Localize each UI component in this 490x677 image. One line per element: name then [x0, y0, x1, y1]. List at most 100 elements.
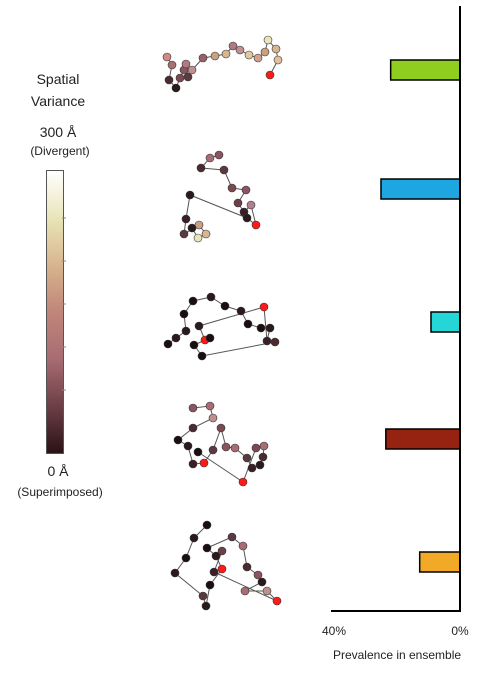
legend-min-label: 0 Å — [47, 463, 69, 479]
structure-3 — [163, 292, 280, 361]
structure-2-node — [187, 223, 197, 233]
color-scale-ticks — [62, 217, 66, 391]
structure-1 — [162, 35, 283, 93]
structure-2 — [179, 150, 261, 243]
structure-1-node — [244, 50, 254, 60]
structure-1-node — [181, 59, 191, 69]
x-tick-label-0: 0% — [451, 624, 469, 638]
structure-3-node — [181, 326, 191, 336]
x-tick-label-40: 40% — [322, 624, 346, 638]
structure-1-node — [183, 72, 193, 82]
structure-5-node — [189, 533, 199, 543]
structure-2-node — [246, 200, 256, 210]
structure-4-node — [208, 445, 218, 455]
structure-5-node — [201, 601, 211, 611]
structure-5-node — [202, 520, 212, 530]
structure-5-node — [181, 553, 191, 563]
structure-4-node — [247, 463, 257, 473]
structure-2-node — [251, 220, 261, 230]
legend-title-line1: Spatial — [36, 71, 80, 87]
structure-2-node — [196, 163, 206, 173]
bar-4 — [385, 428, 461, 450]
structure-1-node — [273, 55, 283, 65]
bar-1 — [389, 59, 461, 81]
structure-5-node — [227, 532, 237, 542]
structure-3-node — [256, 323, 266, 333]
structure-2-node — [219, 165, 229, 175]
structure-3-node — [205, 333, 215, 343]
structure-5-node — [257, 577, 267, 587]
structure-5-node — [170, 568, 180, 578]
structure-2-node — [233, 198, 243, 208]
structure-2-node — [181, 214, 191, 224]
structure-1-node — [162, 52, 172, 62]
structure-4 — [173, 401, 269, 487]
structure-3-node — [194, 321, 204, 331]
structure-4-node — [216, 423, 226, 433]
structure-2-node — [214, 150, 224, 160]
structure-3-node — [270, 337, 280, 347]
structure-4-node — [208, 413, 218, 423]
legend-max-label: 300 Å — [39, 124, 77, 140]
structure-1-node — [175, 73, 185, 83]
structure-4-node — [221, 442, 231, 452]
structure-3-node — [236, 306, 246, 316]
legend-min-desc: (Superimposed) — [17, 485, 103, 499]
structure-4-node — [251, 443, 261, 453]
structure-5-node — [205, 580, 215, 590]
structure-4-node — [188, 459, 198, 469]
structure-1-node — [198, 53, 208, 63]
structure-4-node — [205, 401, 215, 411]
bar-2 — [380, 178, 461, 200]
structure-1-node — [253, 53, 263, 63]
structure-5-node — [209, 567, 219, 577]
structure-5-node — [217, 564, 227, 574]
structure-4-node — [188, 403, 198, 413]
structure-1-node — [210, 51, 220, 61]
structure-5-node — [242, 562, 252, 572]
structure-1-node — [235, 45, 245, 55]
structure-1-node — [187, 65, 197, 75]
structure-4-node — [259, 441, 269, 451]
structure-2-node — [193, 233, 203, 243]
structure-2-node — [185, 190, 195, 200]
structure-diagrams — [162, 35, 283, 611]
legend-title-line2: Variance — [30, 93, 86, 109]
structure-3-node — [197, 351, 207, 361]
structure-1-node — [260, 47, 270, 57]
bar-3 — [430, 311, 461, 333]
structure-2-node — [242, 213, 252, 223]
structure-1-node — [167, 60, 177, 70]
structure-4-node — [188, 423, 198, 433]
structure-4-node — [230, 443, 240, 453]
structure-2-node — [241, 185, 251, 195]
structure-3-node — [189, 340, 199, 350]
structure-3-node — [262, 336, 272, 346]
structure-3-node — [188, 296, 198, 306]
color-scale-bar — [46, 170, 64, 454]
structure-5-node — [240, 586, 250, 596]
structure-3-node — [265, 323, 275, 333]
structure-3-node — [179, 309, 189, 319]
structure-4-node — [238, 477, 248, 487]
structure-3-node — [259, 302, 269, 312]
legend-max-desc: (Divergent) — [30, 144, 90, 158]
structure-1-node — [164, 75, 174, 85]
x-axis-label: Prevalence in ensemble — [333, 648, 461, 662]
structure-1-node — [263, 35, 273, 45]
structure-2-node — [205, 153, 215, 163]
structure-3-node — [206, 292, 216, 302]
structure-1-node — [265, 70, 275, 80]
structure-4-node — [258, 452, 268, 462]
structure-4-node — [183, 441, 193, 451]
structure-1-node — [228, 41, 238, 51]
structure-2-node — [179, 229, 189, 239]
structure-1-node — [221, 49, 231, 59]
structure-4-node — [242, 453, 252, 463]
structure-2-node — [201, 229, 211, 239]
structure-4-node — [199, 458, 209, 468]
structure-3-node — [220, 301, 230, 311]
structure-5-node — [238, 541, 248, 551]
structure-5-node — [262, 586, 272, 596]
